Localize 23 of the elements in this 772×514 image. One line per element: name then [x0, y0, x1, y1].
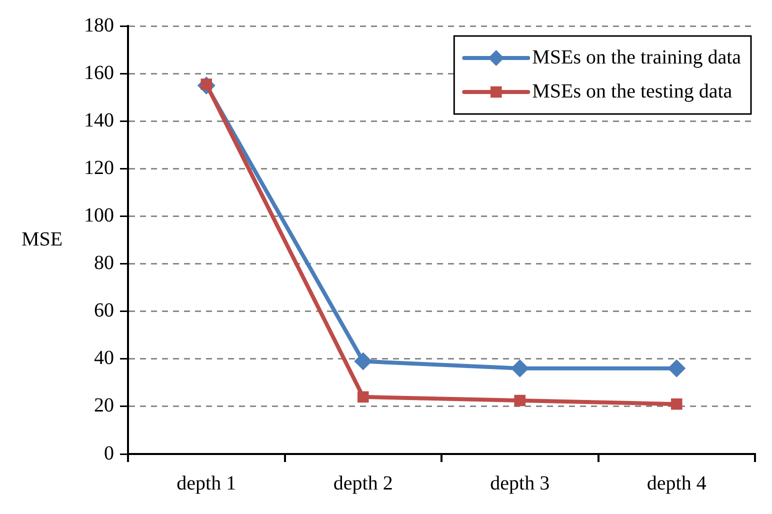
- y-tick-label: 0: [104, 442, 114, 464]
- point: [357, 391, 369, 403]
- y-tick-label: 160: [84, 62, 114, 84]
- point: [668, 359, 686, 378]
- y-tick-label: 20: [94, 394, 114, 417]
- legend-label: MSEs on the testing data: [532, 80, 732, 102]
- y-axis-title: MSE: [21, 228, 63, 250]
- x-tick-label: depth 1: [176, 472, 236, 494]
- x-tick-label: depth 2: [333, 472, 393, 494]
- y-tick-label: 40: [94, 347, 114, 370]
- x-tick-label: depth 4: [646, 472, 706, 494]
- y-tick-label: 100: [84, 204, 114, 226]
- y-tick-label: 120: [84, 156, 114, 179]
- y-tick-label: 80: [94, 252, 114, 274]
- x-tick-label: depth 3: [490, 472, 550, 494]
- y-tick-label: 140: [84, 109, 114, 132]
- point: [354, 352, 372, 370]
- y-tick-label: 180: [84, 14, 114, 36]
- point: [510, 359, 529, 378]
- point: [670, 398, 682, 410]
- y-tick-label: 60: [94, 300, 114, 322]
- legend-label: MSEs on the training data: [532, 46, 742, 68]
- point: [514, 394, 526, 406]
